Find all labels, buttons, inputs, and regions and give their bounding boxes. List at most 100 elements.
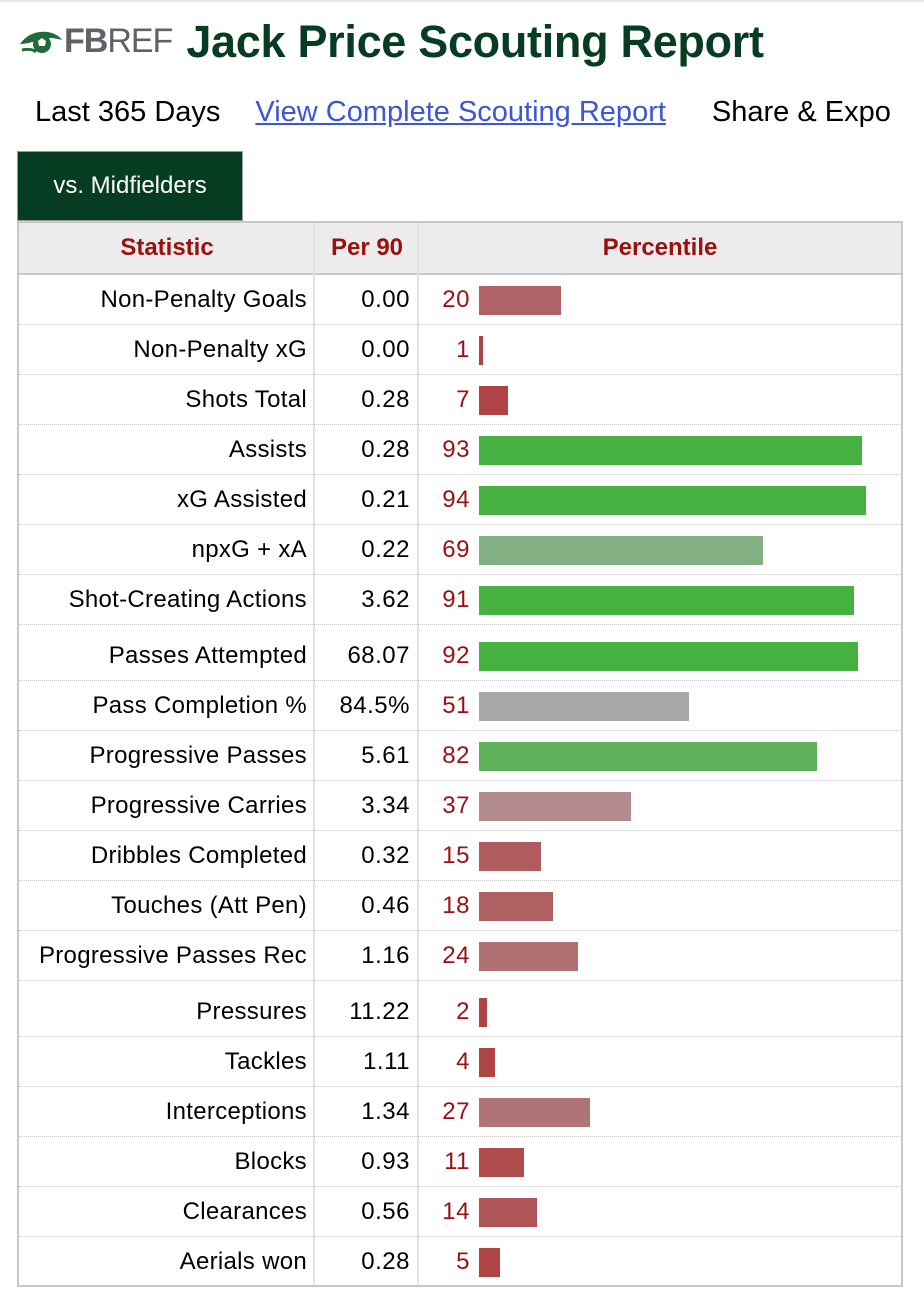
- percentile-bar: [479, 942, 578, 971]
- percentile-bar: [479, 642, 858, 671]
- complete-report-link[interactable]: View Complete Scouting Report: [255, 95, 666, 128]
- per90-value: 0.00: [361, 285, 410, 313]
- per90-value: 0.93: [361, 1147, 410, 1175]
- table-row: Progressive Passes Rec 1.16 24: [19, 931, 901, 981]
- logo-ref-text: REF: [107, 22, 173, 60]
- table-header: Statistic Per 90 Percentile: [19, 223, 901, 275]
- per90-value: 0.46: [361, 891, 410, 919]
- column-header-per90[interactable]: Per 90: [330, 234, 404, 261]
- subnav: Last 365 Days View Complete Scouting Rep…: [35, 92, 891, 132]
- per90-value: 0.00: [361, 335, 410, 363]
- stat-name: Passes Attempted: [108, 641, 307, 669]
- table-row: Aerials won 0.28 5: [19, 1237, 901, 1285]
- percentile-value: 5: [456, 1247, 470, 1275]
- table-row: npxG + xA 0.22 69: [19, 525, 901, 575]
- per90-value: 0.22: [361, 535, 410, 563]
- percentile-value: 11: [444, 1147, 470, 1175]
- stat-name: Pressures: [196, 997, 307, 1025]
- per90-value: 1.34: [361, 1097, 410, 1125]
- table-row: Tackles 1.11 4: [19, 1037, 901, 1087]
- percentile-bar: [479, 1048, 495, 1077]
- stat-name: Blocks: [234, 1147, 307, 1175]
- per90-value: 0.28: [361, 385, 410, 413]
- stat-name: Progressive Passes: [89, 741, 307, 769]
- per90-value: 1.16: [361, 941, 410, 969]
- percentile-value: 14: [442, 1197, 470, 1225]
- table-row: Shots Total 0.28 7: [19, 375, 901, 425]
- stat-name: Shot-Creating Actions: [68, 585, 307, 613]
- stat-name: Clearances: [182, 1197, 307, 1225]
- per90-value: 3.62: [361, 585, 410, 613]
- per90-value: 68.07: [347, 641, 410, 669]
- percentile-bar: [479, 998, 487, 1027]
- table-row: Passes Attempted 68.07 92: [19, 631, 901, 681]
- percentile-bar: [479, 742, 817, 771]
- percentile-bar: [479, 436, 862, 465]
- percentile-bar: [479, 792, 631, 821]
- percentile-bar: [479, 286, 561, 315]
- table-row: Blocks 0.93 11: [19, 1137, 901, 1187]
- stat-name: Assists: [228, 435, 307, 463]
- percentile-bar: [479, 692, 689, 721]
- table-row: Shot-Creating Actions 3.62 91: [19, 575, 901, 625]
- per90-value: 3.34: [361, 791, 410, 819]
- stat-name: Touches (Att Pen): [111, 891, 307, 919]
- table-row: Touches (Att Pen) 0.46 18: [19, 881, 901, 931]
- percentile-bar: [479, 486, 866, 515]
- percentile-bar: [479, 1148, 524, 1177]
- stat-name: xG Assisted: [176, 485, 307, 513]
- table-row: Non-Penalty Goals 0.00 20: [19, 275, 901, 325]
- percentile-bar: [479, 1248, 500, 1277]
- percentile-value: 92: [442, 641, 470, 669]
- page-header: FB REF Jack Price Scouting Report: [18, 14, 764, 68]
- stat-name: Shots Total: [185, 385, 307, 413]
- percentile-value: 2: [456, 997, 470, 1025]
- table-row: Pass Completion % 84.5% 51: [19, 681, 901, 731]
- percentile-value: 20: [442, 285, 470, 313]
- fbref-logo[interactable]: FB REF: [18, 22, 173, 60]
- table-row: Non-Penalty xG 0.00 1: [19, 325, 901, 375]
- percentile-value: 1: [456, 335, 470, 363]
- per90-value: 84.5%: [339, 691, 410, 719]
- column-header-percentile[interactable]: Percentile: [602, 234, 718, 261]
- percentile-value: 18: [442, 891, 470, 919]
- stat-name: Aerials won: [179, 1247, 307, 1275]
- logo-fb-text: FB: [64, 22, 108, 60]
- per90-value: 11.22: [349, 997, 410, 1025]
- percentile-bar: [479, 1198, 537, 1227]
- percentile-bar: [479, 536, 763, 565]
- table-row: Progressive Carries 3.34 37: [19, 781, 901, 831]
- percentile-value: 94: [442, 485, 470, 513]
- period-label: Last 365 Days: [35, 95, 221, 128]
- percentile-value: 27: [442, 1097, 470, 1125]
- column-divider: [313, 223, 315, 1285]
- stat-name: Tackles: [224, 1047, 307, 1075]
- percentile-value: 4: [456, 1047, 470, 1075]
- per90-value: 0.28: [361, 1247, 410, 1275]
- stat-name: Non-Penalty xG: [133, 335, 307, 363]
- table-row: Clearances 0.56 14: [19, 1187, 901, 1237]
- table-row: Pressures 11.22 2: [19, 987, 901, 1037]
- percentile-value: 93: [442, 435, 470, 463]
- percentile-value: 15: [442, 841, 470, 869]
- table-row: Progressive Passes 5.61 82: [19, 731, 901, 781]
- stat-name: Interceptions: [165, 1097, 307, 1125]
- column-divider: [417, 223, 419, 1285]
- percentile-value: 69: [442, 535, 470, 563]
- stat-name: Progressive Passes Rec: [38, 941, 307, 969]
- tab-vs-midfielders[interactable]: vs. Midfielders: [17, 151, 243, 221]
- percentile-bar: [479, 1098, 590, 1127]
- per90-value: 0.28: [361, 435, 410, 463]
- percentile-value: 91: [442, 585, 470, 613]
- per90-value: 1.11: [363, 1047, 410, 1075]
- percentile-value: 24: [442, 941, 470, 969]
- per90-value: 0.21: [361, 485, 410, 513]
- stat-name: npxG + xA: [191, 535, 307, 563]
- percentile-bar: [479, 336, 483, 365]
- scouting-table: Statistic Per 90 Percentile Non-Penalty …: [17, 221, 903, 1287]
- per90-value: 0.32: [361, 841, 410, 869]
- share-export-menu[interactable]: Share & Expo: [711, 95, 891, 128]
- stat-name: Non-Penalty Goals: [100, 285, 307, 313]
- stat-name: Pass Completion %: [92, 691, 307, 719]
- column-header-statistic[interactable]: Statistic: [120, 234, 214, 261]
